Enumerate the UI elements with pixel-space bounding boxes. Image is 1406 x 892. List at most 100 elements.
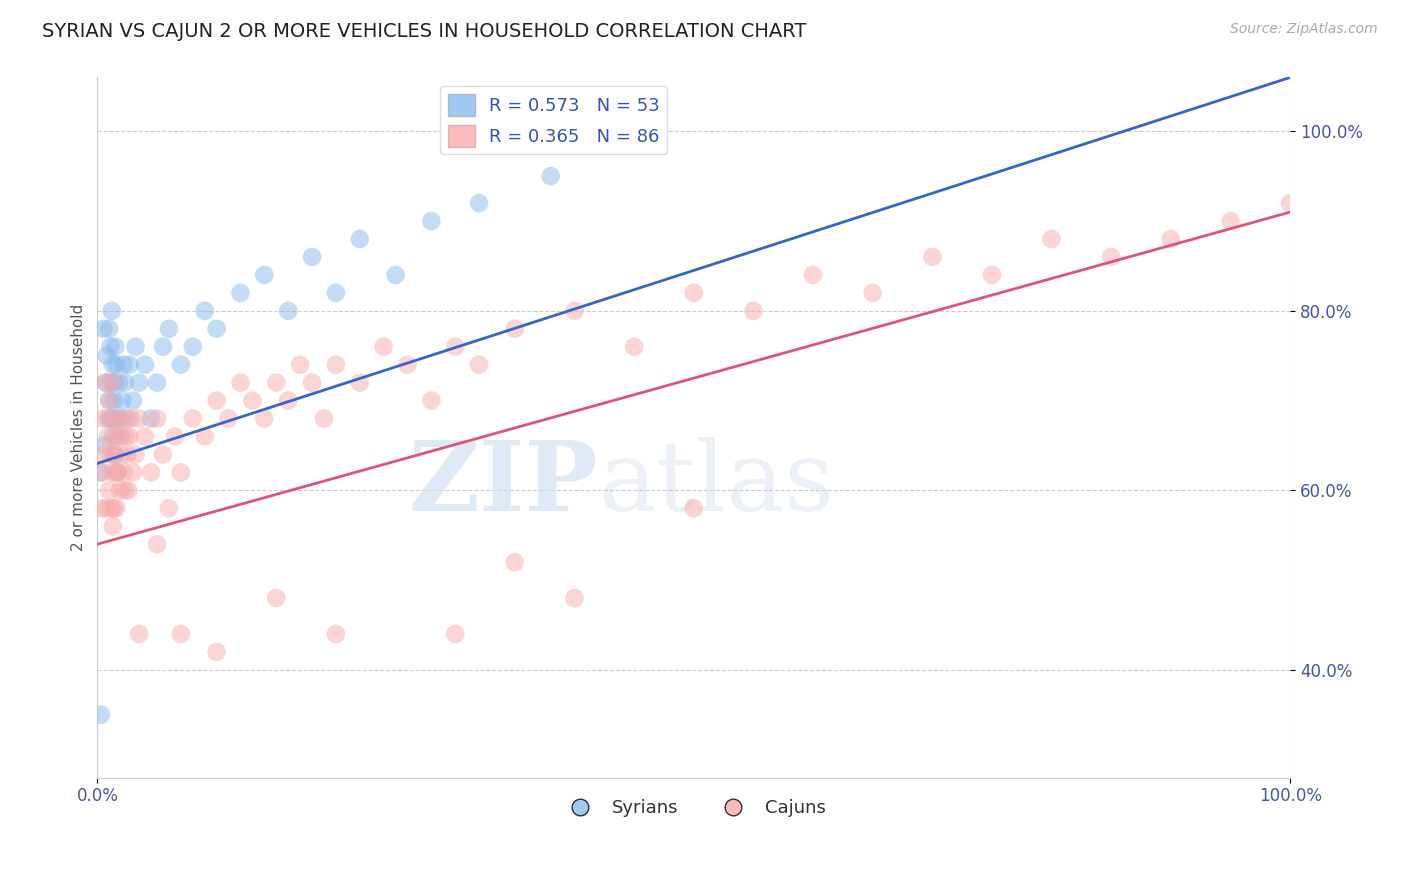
Point: [103, 447, 125, 461]
Point: [120, 411, 142, 425]
Point: [229, 285, 252, 300]
Point: [108, 483, 131, 498]
Point: [104, 429, 127, 443]
Point: [623, 340, 645, 354]
Point: [100, 501, 122, 516]
Point: [277, 303, 299, 318]
Point: [205, 645, 228, 659]
Point: [98, 322, 121, 336]
Text: Source: ZipAtlas.com: Source: ZipAtlas.com: [1230, 22, 1378, 37]
Point: [112, 466, 135, 480]
Point: [124, 447, 146, 461]
Point: [100, 376, 122, 390]
Point: [100, 447, 122, 461]
Text: atlas: atlas: [599, 436, 834, 531]
Point: [91, 501, 114, 516]
Point: [110, 429, 132, 443]
Point: [1040, 232, 1063, 246]
Point: [623, 124, 645, 138]
Point: [98, 393, 121, 408]
Point: [152, 340, 174, 354]
Point: [100, 411, 122, 425]
Point: [104, 466, 127, 480]
Point: [100, 340, 122, 354]
Point: [114, 376, 136, 390]
Point: [1219, 214, 1241, 228]
Point: [103, 501, 125, 516]
Point: [540, 169, 562, 184]
Point: [264, 591, 287, 605]
Point: [111, 411, 134, 425]
Point: [128, 411, 150, 425]
Point: [101, 429, 124, 443]
Point: [100, 466, 122, 480]
Point: [118, 429, 141, 443]
Point: [349, 376, 371, 390]
Point: [128, 376, 150, 390]
Point: [170, 466, 193, 480]
Point: [91, 466, 114, 480]
Point: [801, 268, 824, 282]
Point: [90, 466, 112, 480]
Point: [146, 376, 169, 390]
Point: [108, 429, 131, 443]
Point: [101, 519, 124, 533]
Point: [105, 501, 128, 516]
Point: [112, 358, 135, 372]
Point: [301, 376, 323, 390]
Point: [117, 483, 139, 498]
Point: [96, 349, 118, 363]
Point: [93, 438, 115, 452]
Point: [229, 376, 252, 390]
Point: [146, 411, 169, 425]
Point: [100, 303, 122, 318]
Point: [396, 358, 419, 372]
Point: [1099, 250, 1122, 264]
Point: [218, 411, 240, 425]
Point: [108, 376, 131, 390]
Point: [312, 411, 335, 425]
Point: [163, 429, 186, 443]
Point: [277, 393, 299, 408]
Point: [420, 214, 443, 228]
Point: [349, 232, 371, 246]
Point: [181, 340, 204, 354]
Point: [104, 340, 127, 354]
Point: [110, 447, 132, 461]
Point: [97, 429, 120, 443]
Point: [91, 322, 114, 336]
Point: [205, 393, 228, 408]
Point: [264, 376, 287, 390]
Point: [103, 376, 125, 390]
Point: [134, 358, 156, 372]
Point: [503, 322, 526, 336]
Point: [682, 501, 704, 516]
Point: [124, 340, 146, 354]
Y-axis label: 2 or more Vehicles in Household: 2 or more Vehicles in Household: [72, 304, 86, 551]
Point: [981, 268, 1004, 282]
Point: [105, 411, 128, 425]
Point: [107, 466, 129, 480]
Point: [242, 393, 264, 408]
Point: [118, 358, 141, 372]
Point: [682, 285, 704, 300]
Point: [94, 376, 117, 390]
Point: [325, 285, 347, 300]
Point: [94, 376, 117, 390]
Point: [93, 447, 115, 461]
Point: [134, 429, 156, 443]
Point: [122, 466, 145, 480]
Point: [194, 429, 217, 443]
Point: [115, 411, 138, 425]
Point: [373, 340, 395, 354]
Point: [301, 250, 323, 264]
Point: [98, 393, 121, 408]
Point: [205, 322, 228, 336]
Point: [325, 358, 347, 372]
Point: [157, 322, 180, 336]
Point: [105, 358, 128, 372]
Point: [384, 268, 406, 282]
Point: [253, 411, 276, 425]
Point: [1160, 232, 1182, 246]
Point: [288, 358, 311, 372]
